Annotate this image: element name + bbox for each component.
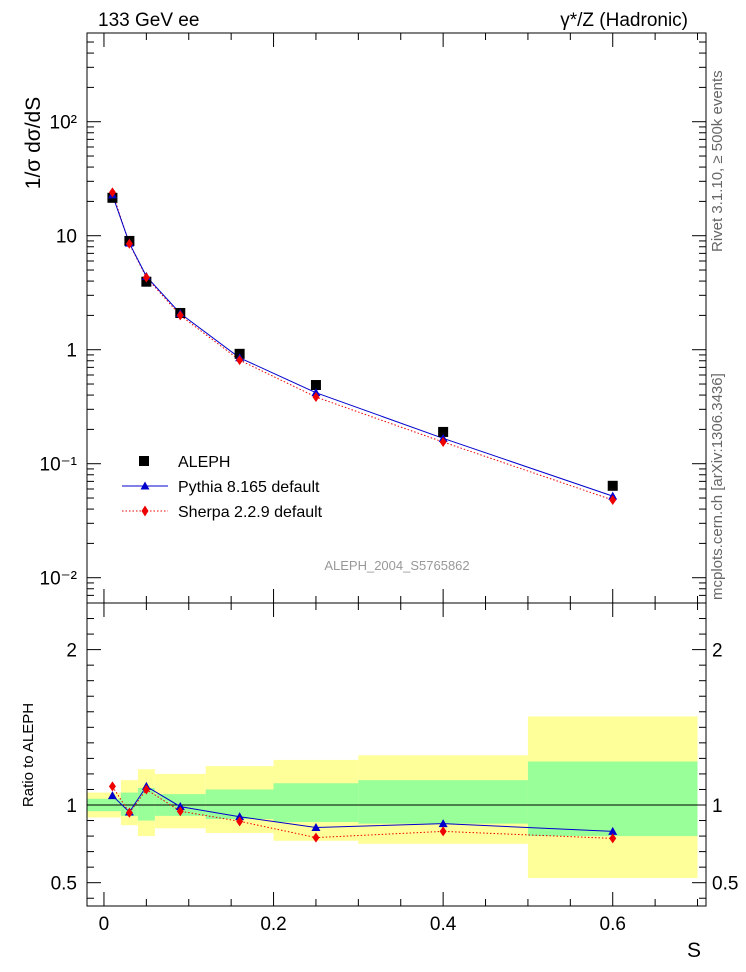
legend-sherpa-label: Sherpa 2.2.9 default	[178, 504, 323, 521]
process-label: γ*/Z (Hadronic)	[560, 10, 688, 31]
aleph-point	[310, 380, 321, 391]
energy-label: 133 GeV ee	[98, 10, 199, 31]
legend-aleph-label: ALEPH	[178, 454, 230, 471]
y-tick-label: 10⁻²	[40, 569, 78, 590]
sherpa-point	[142, 272, 150, 283]
sherpa-point	[312, 391, 320, 402]
ratio-sherpa-point	[236, 816, 244, 827]
ratio-y-tick-label-left: 1	[66, 796, 77, 817]
sherpa-point	[439, 437, 447, 448]
x-axis-label: S	[687, 939, 701, 962]
legend-pythia-marker	[140, 481, 150, 490]
legend: ALEPH Pythia 8.165 default Sherpa 2.2.9 …	[122, 454, 323, 521]
ratio-pythia-line	[112, 785, 613, 832]
x-tick-label: 0.2	[260, 914, 286, 935]
ratio-pythia-point	[438, 819, 448, 828]
ratio-sherpa-line	[111, 786, 613, 839]
ratio-y-axis-label: Ratio to ALEPH	[20, 703, 37, 807]
ratio-sherpa-point	[142, 784, 150, 795]
ratio-pythia-point	[311, 823, 321, 832]
mcplots-label: mcplots.cern.ch [arXiv:1306.3436]	[709, 373, 726, 600]
ratio-inner-band	[527, 761, 698, 837]
main-panel-axes: 10⁻² 10⁻¹ 1 10 10²	[40, 32, 706, 604]
main-plot-marks	[107, 187, 618, 506]
sherpa-point	[236, 355, 244, 366]
ratio-y-tick-label-right: 2	[712, 641, 723, 662]
ratio-plot-marks	[87, 716, 706, 879]
ratio-sherpa-point	[312, 832, 320, 843]
legend-item-pythia: Pythia 8.165 default	[122, 479, 320, 496]
rivet-version-label: Rivet 3.1.10, ≥ 500k events	[709, 70, 726, 252]
sherpa-point	[176, 310, 184, 321]
ratio-sherpa-point	[176, 806, 184, 817]
aleph-point	[438, 426, 449, 437]
ratio-sherpa-point	[439, 826, 447, 837]
ratio-inner-band	[358, 780, 528, 824]
aleph-point	[607, 480, 618, 491]
y-tick-label: 10	[56, 227, 77, 248]
ratio-sherpa-point	[609, 833, 617, 844]
legend-item-aleph: ALEPH	[139, 454, 230, 471]
legend-pythia-label: Pythia 8.165 default	[178, 479, 320, 496]
ratio-panel-frame	[86, 602, 707, 907]
ratio-inner-band	[273, 783, 359, 823]
ratio-pythia-point	[235, 812, 245, 821]
ratio-y-tick-label-right: 0.5	[712, 874, 738, 895]
sherpa-point	[125, 238, 133, 249]
main-panel: 10⁻² 10⁻¹ 1 10 10² 1/σ dσ/dS ALEPH_2004_S576…	[22, 32, 707, 604]
ratio-panel: 0.5 0.5 1 1 2 2 0 0.2 0.4 0.6 Ratio to ALEPH S	[20, 602, 738, 962]
pythia-line	[111, 194, 613, 497]
ratio-sherpa-point	[125, 807, 133, 818]
y-tick-label: 1	[66, 341, 77, 362]
sherpa-point	[609, 495, 617, 506]
main-y-axis-label: 1/σ dσ/dS	[22, 97, 45, 189]
legend-sherpa-marker	[141, 505, 149, 517]
ratio-pythia-point	[175, 802, 185, 811]
ratio-inner-band	[137, 787, 155, 821]
analysis-watermark: ALEPH_2004_S5765862	[324, 558, 469, 573]
x-tick-label: 0.6	[600, 914, 626, 935]
ratio-panel-axes: 0.5 0.5 1 1 2 2 0 0.2 0.4 0.6	[51, 603, 738, 935]
x-tick-label: 0	[99, 914, 110, 935]
x-tick-label: 0.4	[430, 914, 457, 935]
legend-item-sherpa: Sherpa 2.2.9 default	[122, 504, 323, 521]
ratio-y-tick-label-left: 0.5	[51, 874, 77, 895]
sherpa-point	[108, 187, 116, 198]
ratio-sherpa-point	[108, 781, 116, 792]
y-tick-label: 10⁻¹	[40, 455, 78, 476]
ratio-pythia-point	[608, 826, 618, 835]
ratio-pythia-point	[107, 791, 117, 800]
ratio-y-tick-label-left: 2	[66, 641, 77, 662]
y-tick-label: 10²	[50, 113, 77, 134]
ratio-y-tick-label-right: 1	[712, 796, 723, 817]
ratio-inner-band	[120, 792, 138, 816]
legend-aleph-marker	[139, 456, 149, 466]
